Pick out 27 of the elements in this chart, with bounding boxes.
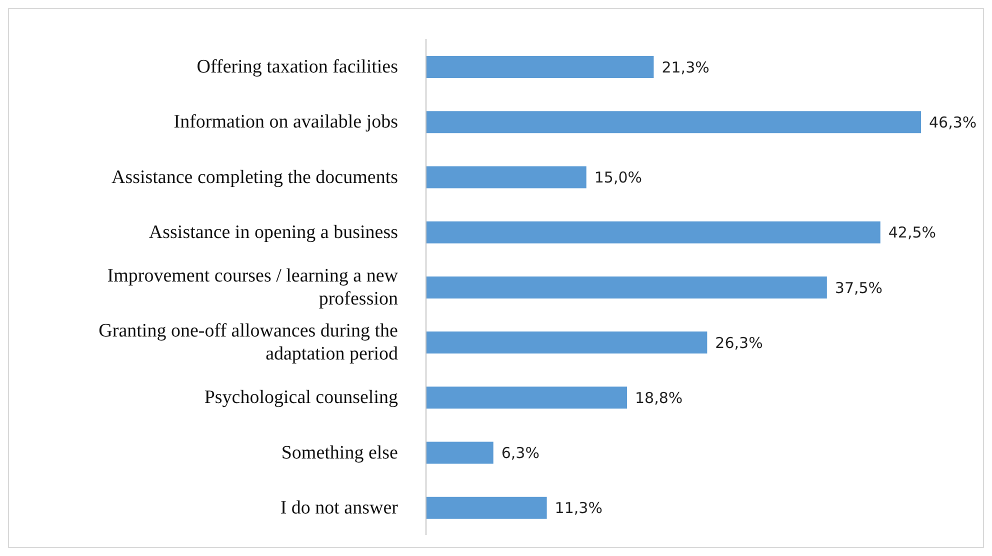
data-label: 15,0% — [594, 168, 642, 187]
data-label: 18,8% — [634, 388, 683, 407]
y-tick-label: Improvement courses / learning a new profession — [107, 265, 398, 309]
bar — [426, 332, 708, 354]
y-tick-label: Offering taxation facilities — [196, 56, 398, 78]
bar — [426, 166, 586, 188]
y-tick-label: Assistance in opening a business — [148, 221, 398, 242]
data-label: 6,3% — [501, 444, 540, 462]
y-tick-label: Information on available jobs — [174, 111, 398, 132]
y-tick-label: Something else — [281, 442, 398, 463]
bar — [426, 386, 627, 409]
y-tick-label: Psychological counseling — [204, 386, 398, 408]
y-tick-label: Granting one-off allowances during the adaptation period — [98, 320, 398, 364]
data-label: 46,3% — [929, 113, 977, 132]
bar — [426, 56, 654, 78]
bar — [426, 276, 827, 298]
data-label: 26,3% — [715, 334, 763, 352]
data-label: 11,3% — [554, 499, 602, 518]
data-label: 37,5% — [834, 278, 883, 297]
bar — [426, 496, 547, 519]
data-label: 21,3% — [662, 58, 710, 76]
bar — [426, 111, 921, 134]
bar — [426, 442, 494, 464]
bar — [426, 221, 880, 244]
y-tick-label: Assistance completing the documents — [111, 166, 398, 188]
y-tick-label: I do not answer — [280, 496, 399, 518]
data-label: 42,5% — [888, 224, 936, 242]
